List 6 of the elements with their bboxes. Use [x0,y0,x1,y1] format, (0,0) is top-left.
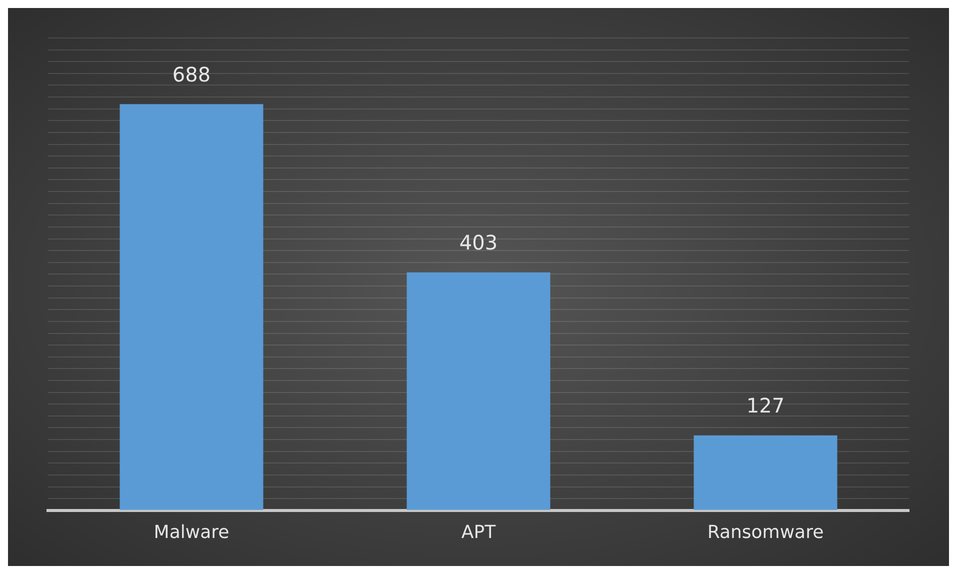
data-label: 688 [172,62,211,86]
x-tick-label: Malware [154,522,230,543]
x-tick-label: Ransomware [707,522,824,543]
data-label: 127 [746,394,785,418]
data-label: 403 [459,230,498,255]
x-tick-label: APT [461,522,497,543]
